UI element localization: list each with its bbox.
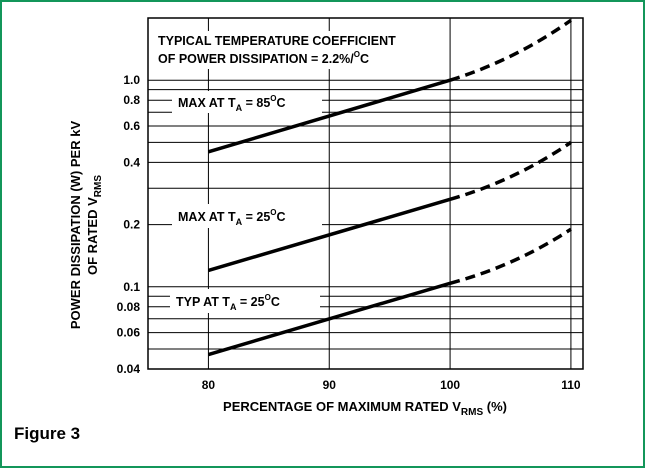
series-2 bbox=[207, 227, 572, 357]
series-line-dashed bbox=[449, 18, 572, 82]
series-label-mask-85 bbox=[172, 91, 322, 113]
x-tick-label: 80 bbox=[202, 378, 216, 392]
series-line-solid bbox=[207, 78, 451, 154]
y-axis-label-line-1: POWER DISSIPATION (W) PER kV bbox=[68, 121, 83, 330]
x-tick-label: 100 bbox=[440, 378, 460, 392]
series-1 bbox=[207, 140, 572, 273]
series-line-solid bbox=[207, 281, 451, 357]
y-tick-label: 0.8 bbox=[123, 93, 140, 107]
y-tick-label: 0.6 bbox=[123, 119, 140, 133]
series-label-typ-25: TYP AT TA = 25OC bbox=[176, 293, 280, 312]
series-label-max-25: MAX AT TA = 25OC bbox=[178, 208, 286, 227]
figure-caption: Figure 3 bbox=[14, 424, 81, 443]
grid bbox=[148, 17, 583, 369]
x-tick-label: 110 bbox=[561, 378, 581, 392]
y-tick-label: 0.2 bbox=[123, 218, 140, 232]
y-tick-label: 0.08 bbox=[117, 300, 141, 314]
series-label-max-85: MAX AT TA = 85OC bbox=[178, 94, 286, 113]
x-axis-label: PERCENTAGE OF MAXIMUM RATED VRMS (%) bbox=[223, 399, 507, 418]
y-tick-label: 0.06 bbox=[117, 326, 141, 340]
y-tick-label: 1.0 bbox=[123, 73, 140, 87]
y-axis-label: POWER DISSIPATION (W) PER kV OF RATED VR… bbox=[68, 121, 104, 330]
y-tick-label: 0.04 bbox=[117, 362, 141, 376]
series-line-dashed bbox=[449, 227, 572, 285]
series-line-solid bbox=[207, 197, 451, 273]
y-tick-label: 0.1 bbox=[123, 280, 140, 294]
series-0 bbox=[207, 18, 572, 154]
annotation-mask bbox=[152, 31, 442, 69]
annotation-line-1: TYPICAL TEMPERATURE COEFFICIENT bbox=[158, 34, 396, 48]
x-tick-label: 90 bbox=[323, 378, 337, 392]
series-label-mask-25max bbox=[172, 204, 322, 228]
plot-area bbox=[147, 17, 584, 370]
series-layer bbox=[207, 18, 572, 357]
series-label-mask-25typ bbox=[170, 289, 320, 313]
tick-labels: 80 90 100 110 0.04 0.06 0.08 0.1 0.2 0.4 0.6 0.8 1.0 bbox=[117, 73, 581, 392]
y-axis-label-line-2: OF RATED VRMS bbox=[85, 175, 104, 275]
annotation-line-2: OF POWER DISSIPATION = 2.2%/OC bbox=[158, 50, 369, 66]
series-line-dashed bbox=[449, 140, 572, 202]
y-tick-label: 0.4 bbox=[123, 155, 140, 169]
